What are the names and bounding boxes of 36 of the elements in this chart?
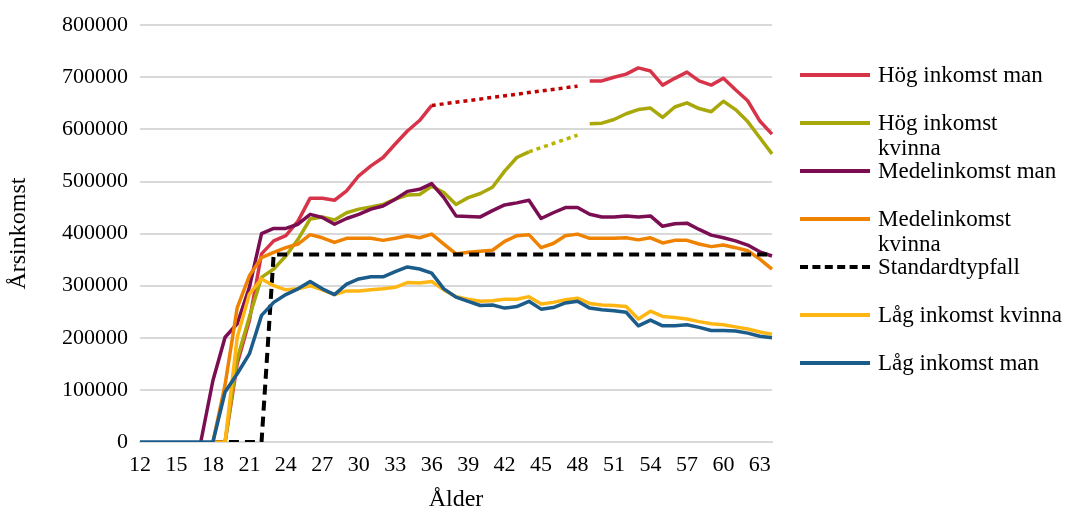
x-tick-label: 24: [274, 450, 297, 476]
legend-label: Hög inkomst kvinna: [878, 110, 999, 160]
x-tick-label: 60: [712, 450, 735, 476]
y-tick-label: 0: [117, 427, 128, 453]
y-tick-label: 600000: [62, 115, 128, 141]
legend-label: Låg inkomst man: [878, 350, 1040, 375]
x-tick-label: 18: [201, 450, 224, 476]
x-tick-label: 33: [384, 450, 407, 476]
x-tick-label: 48: [566, 450, 589, 476]
y-tick-label: 500000: [62, 167, 128, 193]
x-tick-label: 39: [457, 450, 480, 476]
x-tick-label: 45: [530, 450, 553, 476]
legend-label: Låg inkomst kvinna: [878, 302, 1063, 327]
y-tick-label: 400000: [62, 219, 128, 245]
x-tick-label: 63: [748, 450, 771, 476]
x-axis-title: Ålder: [428, 484, 484, 511]
x-tick-label: 54: [639, 450, 662, 476]
y-tick-label: 700000: [62, 63, 128, 89]
legend-label: Standardtypfall: [878, 254, 1021, 279]
x-tick-label: 15: [165, 450, 188, 476]
x-tick-label: 36: [420, 450, 443, 476]
y-tick-label: 800000: [62, 10, 128, 36]
x-tick-label: 30: [347, 450, 370, 476]
y-tick-label: 300000: [62, 271, 128, 297]
legend-label: Hög inkomst man: [878, 62, 1044, 87]
y-tick-label: 100000: [62, 375, 128, 401]
y-axis-title: Årsinkomst: [3, 177, 30, 290]
y-tick-label: 200000: [62, 323, 128, 349]
x-tick-label: 51: [603, 450, 625, 476]
x-tick-label: 12: [129, 450, 151, 476]
x-tick-label: 21: [238, 450, 261, 476]
legend-label: Medelinkomst kvinna: [878, 206, 1012, 256]
x-tick-label: 57: [675, 450, 698, 476]
x-tick-label: 27: [311, 450, 334, 476]
legend-label: Medelinkomst man: [878, 158, 1058, 183]
x-tick-label: 42: [493, 450, 516, 476]
